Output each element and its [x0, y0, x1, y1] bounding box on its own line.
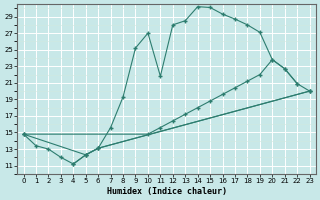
X-axis label: Humidex (Indice chaleur): Humidex (Indice chaleur): [107, 187, 227, 196]
